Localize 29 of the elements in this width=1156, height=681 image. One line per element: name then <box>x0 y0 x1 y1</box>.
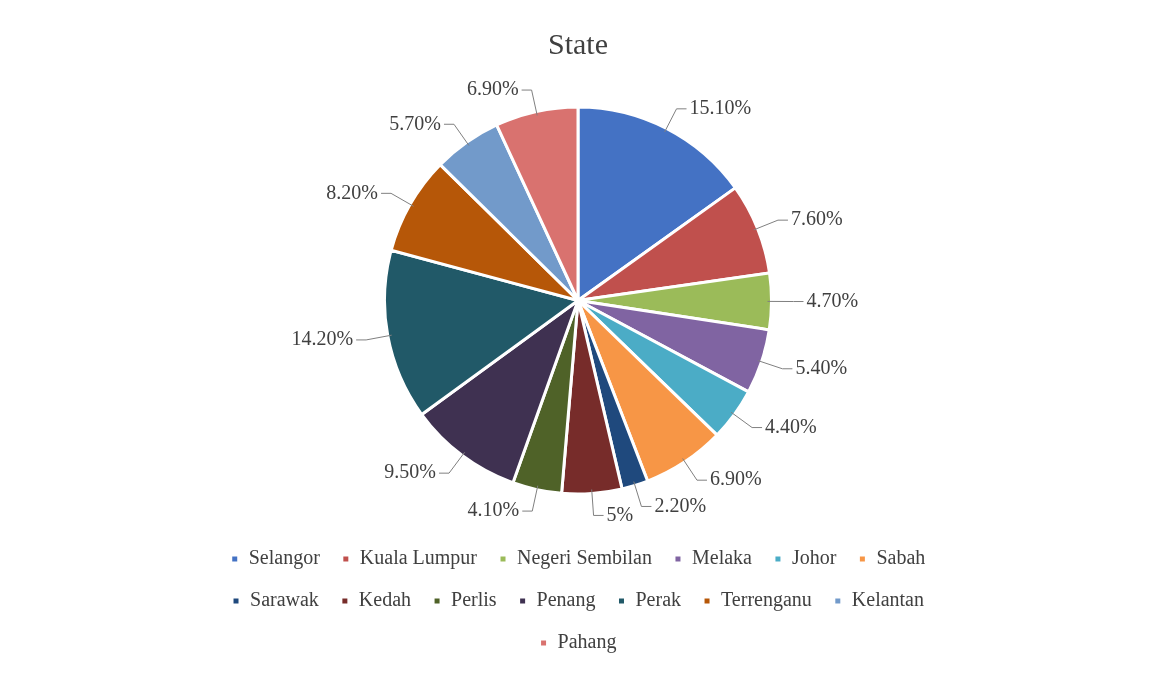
legend-label: Kuala Lumpur <box>359 546 478 570</box>
legend-label: Perak <box>635 588 682 611</box>
data-label: 6.90% <box>709 467 762 490</box>
data-label: 15.10% <box>689 96 752 119</box>
data-label: 4.70% <box>806 288 859 311</box>
data-label: 14.20% <box>291 327 354 350</box>
legend-label: Terrenganu <box>721 588 812 612</box>
legend-label: Johor <box>791 546 837 569</box>
data-label: 9.50% <box>384 460 437 483</box>
legend-label: Perlis <box>451 588 497 611</box>
chart-title: State <box>548 26 608 60</box>
data-label: 5.40% <box>795 356 848 379</box>
legend-label: Melaka <box>691 546 753 569</box>
data-label: 5% <box>606 502 634 525</box>
legend-label: Pahang <box>557 630 617 654</box>
data-label: 8.20% <box>326 180 379 203</box>
data-label: 6.90% <box>466 77 519 100</box>
data-label: 4.10% <box>467 498 520 521</box>
data-label: 7.60% <box>790 207 843 230</box>
legend-label: Sabah <box>876 546 926 569</box>
data-label: 4.40% <box>765 414 817 437</box>
legend-label: Kedah <box>358 588 412 611</box>
data-label: 2.20% <box>654 493 707 516</box>
legend-label: Sarawak <box>250 588 319 611</box>
legend-label: Selangor <box>248 546 321 570</box>
legend-label: Penang <box>536 588 596 612</box>
legend-label: Negeri Sembilan <box>517 546 652 570</box>
data-label: 5.70% <box>389 111 441 134</box>
legend-label: Kelantan <box>851 588 924 611</box>
